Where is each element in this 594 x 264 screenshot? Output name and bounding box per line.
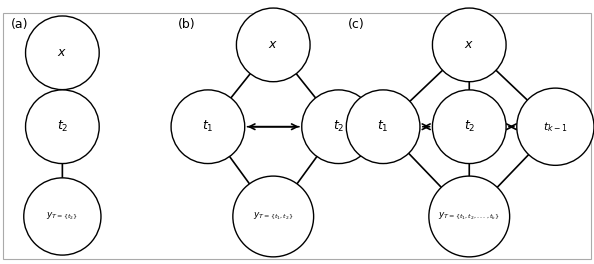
Ellipse shape	[171, 90, 245, 163]
Text: $y_{T=\{t_2\}}$: $y_{T=\{t_2\}}$	[46, 211, 78, 222]
Text: $x$: $x$	[58, 46, 67, 59]
Text: (b): (b)	[178, 18, 196, 31]
Ellipse shape	[346, 90, 420, 163]
Ellipse shape	[302, 90, 375, 163]
Text: $y_{T=\{t_1,t_2,...,t_k\}}$: $y_{T=\{t_1,t_2,...,t_k\}}$	[438, 211, 500, 222]
Text: $x$: $x$	[268, 38, 278, 51]
Ellipse shape	[517, 88, 594, 165]
Ellipse shape	[24, 178, 101, 255]
Ellipse shape	[26, 90, 99, 163]
Text: $t_1$: $t_1$	[377, 119, 389, 134]
Ellipse shape	[432, 90, 506, 163]
Ellipse shape	[429, 176, 510, 257]
Text: $x$: $x$	[465, 38, 474, 51]
Ellipse shape	[432, 8, 506, 82]
Text: $t_1$: $t_1$	[202, 119, 214, 134]
Text: $y_{T=\{t_1,t_2\}}$: $y_{T=\{t_1,t_2\}}$	[253, 211, 293, 222]
Text: $t_2$: $t_2$	[56, 119, 68, 134]
Text: $t_2$: $t_2$	[463, 119, 475, 134]
Ellipse shape	[26, 16, 99, 89]
Text: (a): (a)	[11, 18, 28, 31]
Ellipse shape	[233, 176, 314, 257]
Ellipse shape	[236, 8, 310, 82]
Text: (c): (c)	[347, 18, 364, 31]
Text: $t_{k-1}$: $t_{k-1}$	[543, 120, 568, 134]
Text: $t_2$: $t_2$	[333, 119, 345, 134]
